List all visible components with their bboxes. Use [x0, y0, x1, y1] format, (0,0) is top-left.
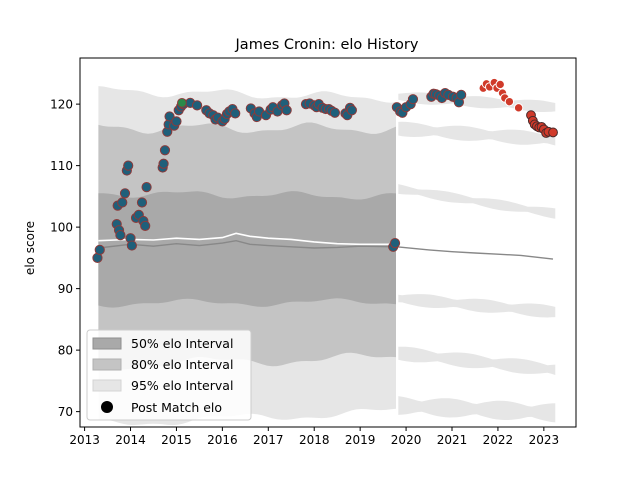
post-match-point	[115, 230, 126, 241]
y-tick-label: 100	[50, 221, 73, 235]
post-match-point-peak	[177, 97, 187, 108]
post-match-point-recent	[495, 79, 505, 90]
post-match-point	[456, 89, 467, 101]
y-tick-label: 70	[58, 405, 73, 419]
post-match-point	[117, 197, 128, 208]
median-line	[98, 239, 554, 260]
post-match-point	[159, 145, 171, 156]
legend-marker-post	[101, 401, 113, 413]
y-tick-label: 120	[50, 98, 73, 112]
axes-frame	[79, 57, 577, 428]
post-match-point	[192, 100, 203, 111]
x-tick-label: 2021	[437, 433, 468, 447]
post-match-point	[281, 105, 292, 116]
post-match-point	[171, 116, 182, 127]
axes: 2013 2014 2015 2016 2017 2018 2019 2020 2021 2022…	[50, 57, 577, 447]
x-tick-label: 2023	[529, 433, 560, 447]
post-match-point	[230, 108, 241, 119]
post-match-point	[164, 111, 175, 122]
legend-swatch-50	[92, 337, 122, 350]
x-tick-label: 2014	[115, 433, 146, 447]
x-tick-label: 2015	[161, 433, 192, 447]
post-match-point	[136, 197, 148, 208]
band-50	[98, 191, 397, 308]
side-band-5	[398, 396, 556, 423]
side-band-1	[398, 121, 556, 146]
legend-label-50: 50% elo Interval	[131, 336, 233, 351]
post-match-point	[126, 240, 137, 251]
legend-label-95: 95% elo Interval	[131, 378, 233, 393]
legend-swatch-80	[92, 358, 122, 371]
post-match-point	[123, 160, 134, 171]
x-tick-label: 2020	[391, 433, 422, 447]
legend-label-post: Post Match elo	[131, 400, 222, 415]
post-match-point	[140, 220, 151, 231]
x-tick-label: 2017	[253, 433, 284, 447]
white-line	[98, 232, 397, 246]
y-tick-label: 80	[58, 344, 73, 358]
post-match-point	[94, 244, 105, 255]
x-tick-label: 2013	[69, 433, 100, 447]
side-band-4	[398, 346, 556, 375]
post-match-point	[389, 238, 401, 249]
post-match-point	[158, 158, 169, 169]
legend-swatch-95	[92, 379, 122, 392]
legend-box	[86, 329, 252, 421]
legend: 50% elo Interval 80% elo Interval 95% el…	[86, 329, 252, 421]
x-tick-label: 2016	[207, 433, 238, 447]
x-tick-label: 2018	[299, 433, 330, 447]
post-match-point-recent	[513, 103, 524, 113]
side-band-2	[398, 184, 556, 219]
y-axis-label: elo score	[23, 221, 37, 275]
x-tick-label: 2019	[345, 433, 376, 447]
post-match-point	[407, 94, 419, 105]
post-match-point	[346, 105, 357, 116]
y-tick-label: 90	[58, 282, 73, 296]
post-match-point	[329, 107, 340, 118]
post-match-point-latest	[548, 127, 558, 138]
x-tick-label: 2022	[483, 433, 514, 447]
legend-label-80: 80% elo Interval	[131, 357, 233, 372]
side-band-3	[398, 294, 556, 318]
y-tick-label: 110	[50, 159, 73, 173]
post-match-point-recent	[504, 96, 515, 107]
post-match-point	[119, 188, 131, 199]
chart-title: James Cronin: elo History	[235, 37, 419, 53]
post-match-point	[141, 182, 152, 193]
